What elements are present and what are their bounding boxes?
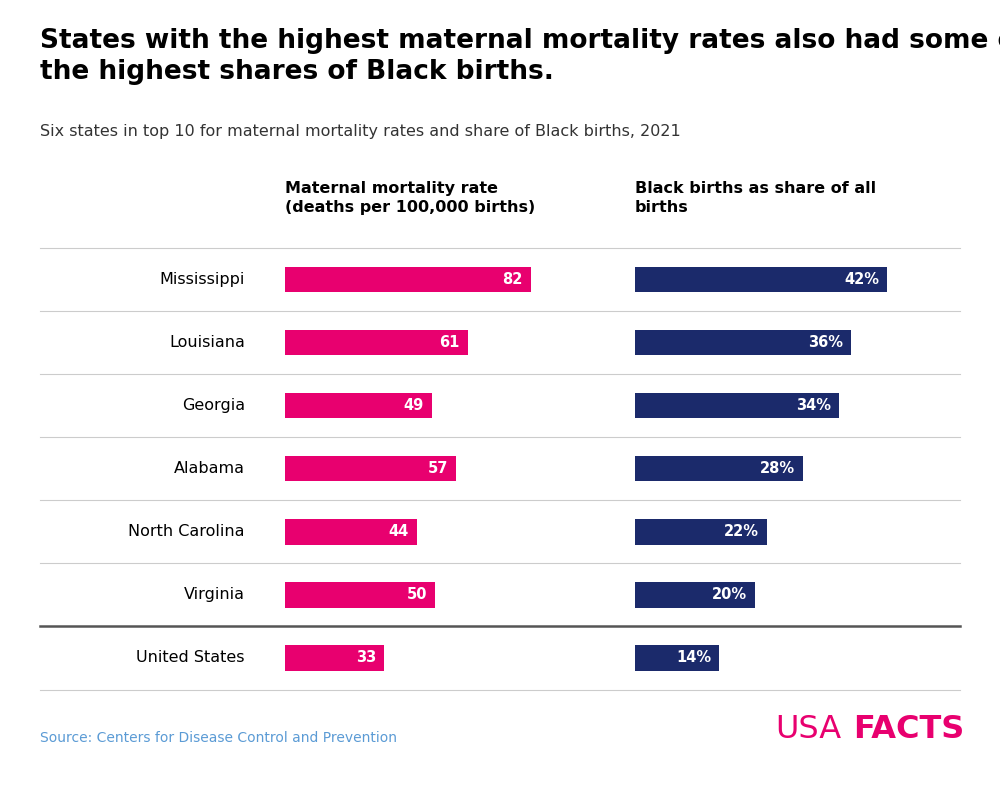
Text: 33: 33 bbox=[356, 650, 376, 666]
Text: 34%: 34% bbox=[796, 398, 831, 414]
Bar bbox=[285, 267, 531, 292]
Text: Source: Centers for Disease Control and Prevention: Source: Centers for Disease Control and … bbox=[40, 730, 397, 745]
Bar bbox=[285, 519, 417, 545]
Text: Maternal mortality rate
(deaths per 100,000 births): Maternal mortality rate (deaths per 100,… bbox=[285, 181, 535, 215]
Text: FACTS: FACTS bbox=[853, 714, 964, 745]
Text: 57: 57 bbox=[428, 461, 448, 477]
Text: 28%: 28% bbox=[760, 461, 795, 477]
Text: States with the highest maternal mortality rates also had some of
the highest sh: States with the highest maternal mortali… bbox=[40, 28, 1000, 84]
Text: 82: 82 bbox=[503, 272, 523, 288]
Text: Virginia: Virginia bbox=[184, 587, 245, 603]
Text: 20%: 20% bbox=[712, 587, 747, 603]
Bar bbox=[285, 582, 435, 608]
Bar bbox=[635, 519, 767, 545]
Bar bbox=[635, 393, 839, 418]
Bar bbox=[635, 330, 851, 355]
Text: 44: 44 bbox=[389, 524, 409, 540]
Text: 36%: 36% bbox=[808, 335, 843, 351]
Bar bbox=[635, 582, 755, 608]
Text: Louisiana: Louisiana bbox=[169, 335, 245, 351]
Bar bbox=[635, 645, 719, 671]
Bar bbox=[285, 645, 384, 671]
Bar bbox=[635, 456, 803, 481]
Text: Alabama: Alabama bbox=[174, 461, 245, 477]
Bar bbox=[635, 267, 887, 292]
Text: Mississippi: Mississippi bbox=[160, 272, 245, 288]
Text: 61: 61 bbox=[440, 335, 460, 351]
Text: 50: 50 bbox=[406, 587, 427, 603]
Text: 49: 49 bbox=[404, 398, 424, 414]
Text: Georgia: Georgia bbox=[182, 398, 245, 414]
Text: 14%: 14% bbox=[676, 650, 711, 666]
Text: Six states in top 10 for maternal mortality rates and share of Black births, 202: Six states in top 10 for maternal mortal… bbox=[40, 124, 681, 139]
Bar bbox=[285, 456, 456, 481]
Text: North Carolina: North Carolina bbox=[128, 524, 245, 540]
Bar bbox=[285, 330, 468, 355]
Bar bbox=[285, 393, 432, 418]
Text: USA: USA bbox=[775, 714, 841, 745]
Text: Black births as share of all
births: Black births as share of all births bbox=[635, 181, 876, 215]
Text: 22%: 22% bbox=[724, 524, 759, 540]
Text: 42%: 42% bbox=[844, 272, 879, 288]
Text: United States: United States bbox=[136, 650, 245, 666]
